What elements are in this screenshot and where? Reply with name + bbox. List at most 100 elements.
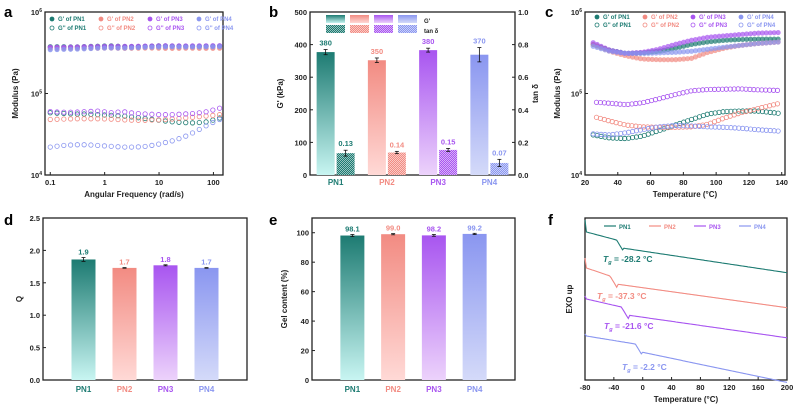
data-point xyxy=(724,124,730,131)
data-point xyxy=(708,110,714,117)
tg-annotation: Tg = -28.2 °C xyxy=(603,254,653,266)
category-label: PN1 xyxy=(345,385,361,394)
data-point xyxy=(61,116,67,122)
data-point xyxy=(54,143,60,149)
data-point xyxy=(735,86,741,92)
data-point xyxy=(67,111,74,117)
data-point xyxy=(692,123,699,129)
data-point xyxy=(162,116,169,123)
data-point xyxy=(54,116,60,122)
y-right-tick-label: 0.4 xyxy=(518,106,529,115)
y-tick-label: 0.0 xyxy=(30,376,40,385)
panel-e-gel-content: 0 20 40 60 80 100 Gel content (%) 98.1 PN1 99.0 PN… xyxy=(280,217,516,394)
bar-tan-delta xyxy=(439,149,458,175)
x-tick-label: 140 xyxy=(775,178,788,187)
bar xyxy=(194,267,219,380)
data-point xyxy=(775,39,781,45)
y-right-tick-label: 0.0 xyxy=(518,171,528,180)
panel-letter-b: b xyxy=(269,4,278,21)
data-point xyxy=(774,87,781,93)
legend-label: G' of PN1 xyxy=(603,15,630,21)
data-point xyxy=(775,110,781,116)
y-tick-label: 100 xyxy=(294,138,307,147)
legend-marker xyxy=(49,25,55,31)
category-label: PN4 xyxy=(467,385,483,394)
data-point xyxy=(101,143,108,149)
data-point xyxy=(176,44,182,50)
data-point xyxy=(755,127,762,133)
legend-marker xyxy=(594,14,600,20)
data-label-tan-delta: 0.15 xyxy=(441,137,456,146)
data-point xyxy=(759,127,765,133)
data-point xyxy=(108,143,114,149)
y-tick-label: 1.0 xyxy=(30,311,40,320)
x-tick-label: 80 xyxy=(696,383,704,392)
data-point xyxy=(210,44,216,50)
data-point xyxy=(210,107,216,113)
dsc-curve xyxy=(584,333,788,383)
data-point xyxy=(688,123,695,129)
data-point xyxy=(142,117,148,123)
data-point xyxy=(637,100,643,106)
data-point xyxy=(101,112,108,118)
data-point xyxy=(747,126,754,132)
data-point xyxy=(67,142,74,148)
data-point xyxy=(744,126,750,132)
data-point xyxy=(88,116,94,122)
legend-label: G'' of PN3 xyxy=(156,26,185,32)
data-label: 98.1 xyxy=(345,224,360,233)
legend-marker xyxy=(147,16,153,22)
y-right-axis-label: tan δ xyxy=(531,84,540,103)
category-label: PN1 xyxy=(76,385,92,394)
legend-swatch-tan-delta xyxy=(326,25,345,33)
data-point xyxy=(755,87,761,93)
panel-b-modulus-tan-delta: 0 100 200 300 400 500 0.0 0.2 0.4 0.6 0.8 1.0 G' (kP… xyxy=(276,8,540,187)
data-point xyxy=(189,130,196,136)
data-point xyxy=(128,117,135,123)
data-point xyxy=(625,122,631,128)
x-tick-label: 0 xyxy=(641,383,645,392)
data-point xyxy=(606,135,612,141)
data-point xyxy=(767,109,773,115)
data-point xyxy=(210,112,216,118)
data-point xyxy=(135,144,141,150)
data-point xyxy=(700,123,706,130)
data-point xyxy=(610,131,616,138)
data-point xyxy=(707,86,714,93)
y-axis-label: Modulus (Pa) xyxy=(11,68,20,119)
legend-swatch-gprime xyxy=(326,15,345,23)
data-point xyxy=(673,122,679,129)
data-point xyxy=(95,108,101,114)
bar xyxy=(112,267,137,380)
data-label-gprime: 350 xyxy=(371,47,384,56)
y-tick-label: 20 xyxy=(301,347,309,356)
y-tick-label: 500 xyxy=(294,8,307,17)
data-point xyxy=(67,109,74,115)
y-axis-label: EXO up xyxy=(565,284,574,313)
x-axis-label: Angular Frequency (rad/s) xyxy=(84,190,184,199)
data-point xyxy=(162,112,169,118)
data-point xyxy=(142,44,148,50)
data-point xyxy=(771,128,777,134)
y-tick-label: 1.5 xyxy=(30,279,40,288)
data-point xyxy=(633,100,639,107)
data-point xyxy=(81,109,87,115)
legend-label: G' of PN3 xyxy=(699,15,726,21)
data-point xyxy=(176,136,182,142)
y-tick-label: 100 xyxy=(296,229,309,238)
category-label: PN1 xyxy=(328,178,344,187)
data-point xyxy=(135,110,141,117)
panel-letter-e: e xyxy=(269,212,277,229)
data-point xyxy=(47,47,53,53)
plot-frame xyxy=(309,11,516,176)
data-point xyxy=(685,123,691,129)
data-point xyxy=(775,29,781,36)
data-point xyxy=(115,109,121,115)
x-tick-label: 160 xyxy=(752,383,765,392)
data-label: 1.7 xyxy=(201,258,211,267)
data-point xyxy=(759,87,765,93)
bar-tan-delta xyxy=(336,153,355,175)
data-point xyxy=(108,110,114,116)
data-point xyxy=(626,135,632,141)
